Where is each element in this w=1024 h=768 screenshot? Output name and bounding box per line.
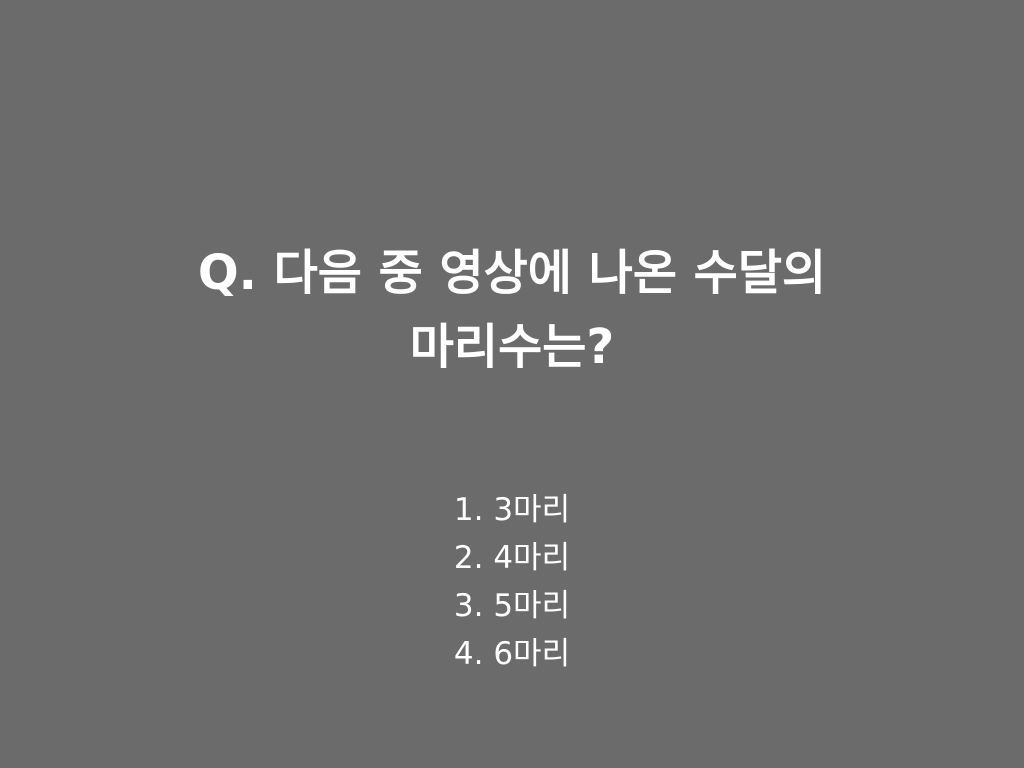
option-4: 4. 6마리 (453, 636, 571, 672)
question-text: Q. 다음 중 영상에 나온 수달의 마리수는? (112, 236, 912, 384)
answer-options: 1. 3마리 2. 4마리 3. 5마리 4. 6마리 (312, 486, 712, 678)
option-2: 2. 4마리 (453, 540, 571, 576)
question-line-1: Q. 다음 중 영상에 나온 수달의 (197, 245, 827, 301)
question-line-2: 마리수는? (409, 319, 615, 375)
option-3: 3. 5마리 (453, 588, 571, 624)
option-1: 1. 3마리 (453, 492, 571, 528)
